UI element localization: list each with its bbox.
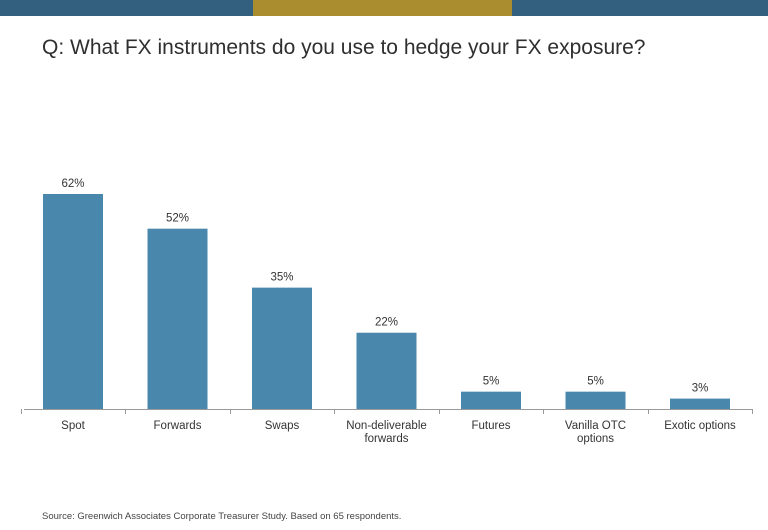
bar: [565, 391, 626, 409]
category-label: Forwards: [154, 420, 202, 432]
data-label: 52%: [166, 213, 189, 225]
data-label: 3%: [692, 383, 709, 395]
data-label: 62%: [61, 178, 84, 190]
bar-chart: 62% Spot 52% Forwards 35% Swaps 22% Non-deliver…: [21, 178, 753, 445]
category-label: Spot: [61, 420, 85, 432]
data-label: 5%: [483, 376, 500, 388]
data-label: 22%: [375, 317, 398, 329]
header-bar-segment-left: [0, 0, 253, 16]
category-label: Futures: [472, 420, 511, 432]
data-label: 35%: [270, 272, 293, 284]
bar: [252, 287, 312, 409]
bar: [43, 194, 103, 409]
category-label: Exotic options: [664, 420, 736, 432]
bar: [461, 391, 521, 409]
category-label: Swaps: [265, 420, 300, 432]
data-label: 5%: [587, 376, 604, 388]
bar: [356, 332, 417, 409]
chart-title: Q: What FX instruments do you use to hed…: [42, 36, 646, 59]
bar: [147, 228, 208, 409]
category-label: Vanilla OTC options: [565, 420, 626, 445]
header-bar-segment-right: [512, 0, 768, 16]
bar: [670, 398, 730, 409]
source-note: Source: Greenwich Associates Corporate T…: [42, 511, 402, 522]
header-color-bar: [0, 0, 768, 16]
header-bar-segment-middle: [253, 0, 512, 16]
category-label: Non-deliverable forwards: [346, 420, 427, 445]
